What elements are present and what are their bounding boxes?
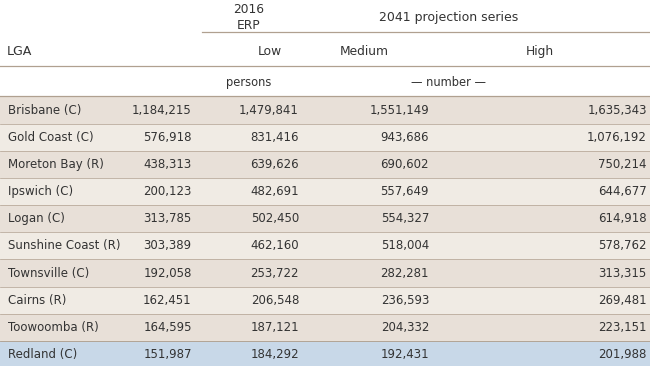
Text: 557,649: 557,649 xyxy=(380,185,429,198)
Bar xyxy=(0,259,650,287)
Text: 554,327: 554,327 xyxy=(381,212,429,225)
Text: LGA: LGA xyxy=(6,45,32,58)
Text: Gold Coast (C): Gold Coast (C) xyxy=(8,131,94,144)
Text: persons: persons xyxy=(226,76,271,89)
Text: 614,918: 614,918 xyxy=(598,212,647,225)
Bar xyxy=(0,97,650,124)
Text: 282,281: 282,281 xyxy=(380,266,429,280)
Text: 201,988: 201,988 xyxy=(599,348,647,361)
Text: 269,481: 269,481 xyxy=(598,294,647,307)
Text: Toowoomba (R): Toowoomba (R) xyxy=(8,321,99,334)
Text: 162,451: 162,451 xyxy=(143,294,192,307)
Text: Moreton Bay (R): Moreton Bay (R) xyxy=(8,158,104,171)
Bar xyxy=(0,68,650,97)
Bar xyxy=(0,124,650,151)
Text: 578,762: 578,762 xyxy=(598,239,647,253)
Text: 690,602: 690,602 xyxy=(380,158,429,171)
Text: 502,450: 502,450 xyxy=(251,212,299,225)
Text: 831,416: 831,416 xyxy=(250,131,299,144)
Text: 462,160: 462,160 xyxy=(250,239,299,253)
Text: 1,635,343: 1,635,343 xyxy=(587,104,647,117)
Bar xyxy=(0,151,650,178)
Text: 313,315: 313,315 xyxy=(599,266,647,280)
Text: 1,551,149: 1,551,149 xyxy=(369,104,429,117)
Bar xyxy=(0,314,650,341)
Text: 206,548: 206,548 xyxy=(251,294,299,307)
Text: 184,292: 184,292 xyxy=(250,348,299,361)
Bar xyxy=(0,205,650,232)
Bar xyxy=(0,232,650,259)
Text: 303,389: 303,389 xyxy=(144,239,192,253)
Text: 482,691: 482,691 xyxy=(250,185,299,198)
Text: 644,677: 644,677 xyxy=(598,185,647,198)
Text: 639,626: 639,626 xyxy=(250,158,299,171)
Text: Logan (C): Logan (C) xyxy=(8,212,65,225)
Bar xyxy=(0,35,650,68)
Text: Medium: Medium xyxy=(339,45,389,58)
Text: 438,313: 438,313 xyxy=(144,158,192,171)
Text: 1,479,841: 1,479,841 xyxy=(239,104,299,117)
Text: 518,004: 518,004 xyxy=(381,239,429,253)
Text: 2016: 2016 xyxy=(233,3,264,16)
Text: 750,214: 750,214 xyxy=(598,158,647,171)
Bar xyxy=(0,341,650,366)
Text: Low: Low xyxy=(257,45,282,58)
Text: 192,058: 192,058 xyxy=(144,266,192,280)
Text: Brisbane (C): Brisbane (C) xyxy=(8,104,82,117)
Text: 943,686: 943,686 xyxy=(380,131,429,144)
Text: Townsville (C): Townsville (C) xyxy=(8,266,90,280)
Text: 1,076,192: 1,076,192 xyxy=(587,131,647,144)
Bar xyxy=(0,178,650,205)
Text: 192,431: 192,431 xyxy=(380,348,429,361)
Text: 200,123: 200,123 xyxy=(144,185,192,198)
Text: 2041 projection series: 2041 projection series xyxy=(379,11,518,24)
Text: High: High xyxy=(525,45,554,58)
Text: — number —: — number — xyxy=(411,76,486,89)
Text: 253,722: 253,722 xyxy=(250,266,299,280)
Bar xyxy=(0,0,650,35)
Text: 576,918: 576,918 xyxy=(143,131,192,144)
Text: Cairns (R): Cairns (R) xyxy=(8,294,67,307)
Text: 187,121: 187,121 xyxy=(250,321,299,334)
Text: 1,184,215: 1,184,215 xyxy=(132,104,192,117)
Text: 164,595: 164,595 xyxy=(143,321,192,334)
Bar xyxy=(0,287,650,314)
Text: Redland (C): Redland (C) xyxy=(8,348,78,361)
Text: 236,593: 236,593 xyxy=(381,294,429,307)
Text: 223,151: 223,151 xyxy=(598,321,647,334)
Text: 313,785: 313,785 xyxy=(144,212,192,225)
Text: Sunshine Coast (R): Sunshine Coast (R) xyxy=(8,239,121,253)
Text: 204,332: 204,332 xyxy=(381,321,429,334)
Text: 151,987: 151,987 xyxy=(143,348,192,361)
Text: Ipswich (C): Ipswich (C) xyxy=(8,185,73,198)
Text: ERP: ERP xyxy=(237,19,261,32)
